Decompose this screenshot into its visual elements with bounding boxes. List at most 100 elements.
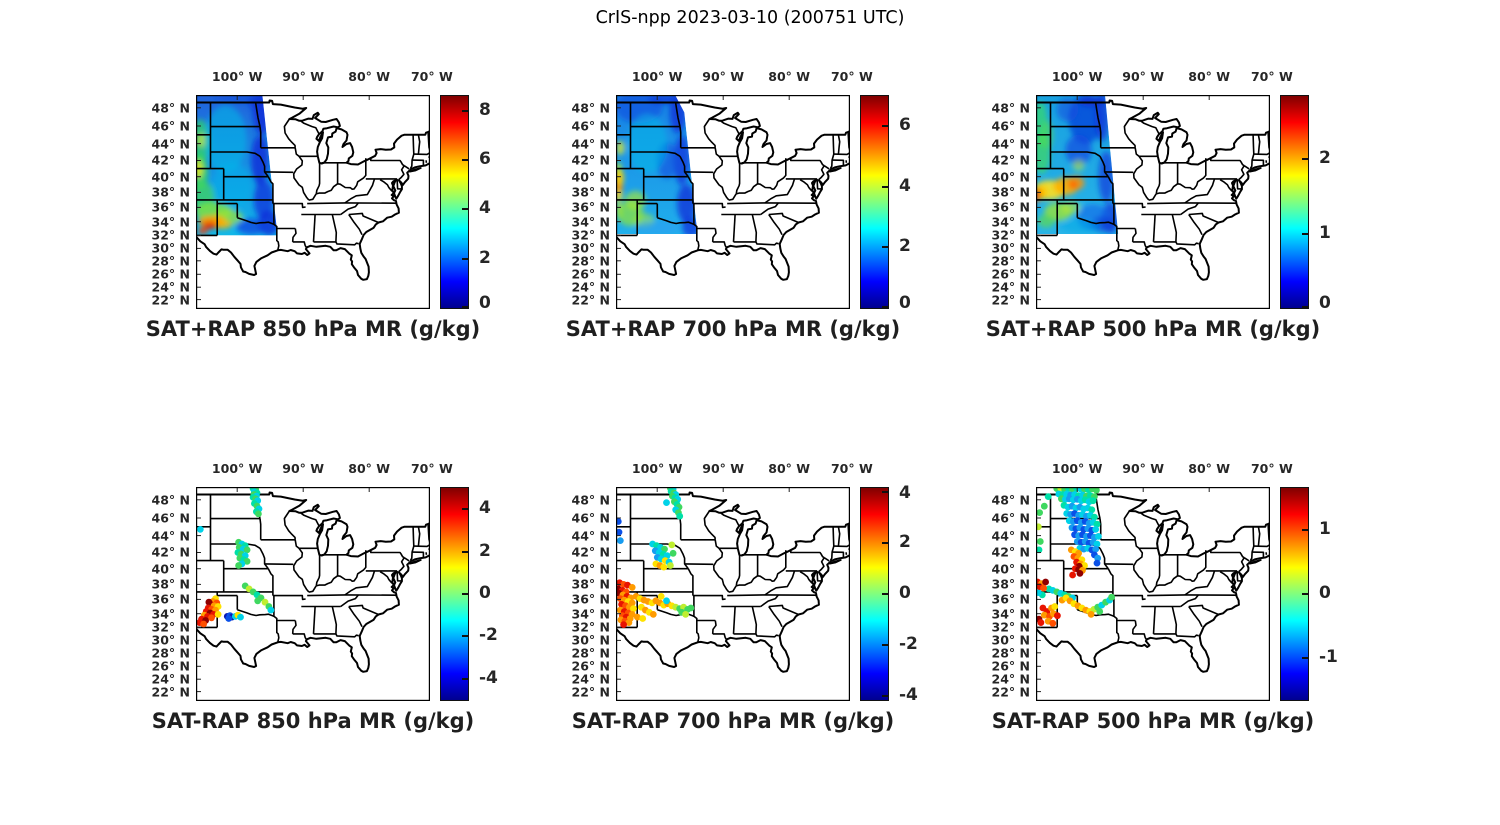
scatter-dot [1092,526,1100,533]
scatter-dot [1076,570,1084,577]
map-content [616,95,850,301]
state-border [1050,151,1101,157]
state-border [1113,595,1120,643]
scatter-dot [1093,540,1101,548]
state-border [790,158,825,167]
scatter-dot [225,615,233,622]
colorbar-tick-label: -2 [479,625,498,646]
state-border [1140,120,1160,135]
panel-sat-minus-rap-850: SAT-RAP 850 hPa MR (g/kg) 100° W 90° W 80°… [152,461,498,733]
state-border [751,214,758,242]
scatter-dot [1091,513,1098,521]
state-border [308,171,367,201]
state-border [259,518,262,540]
lat-tick-label: 22° N [571,292,610,308]
state-border [735,162,741,194]
lat-tick-label: 40° N [571,169,610,185]
lat-tick-label: 32° N [991,619,1030,635]
state-border [727,202,766,205]
lat-tick-label: 26° N [151,266,190,282]
scatter-dot [243,558,251,565]
state-border [1077,216,1115,225]
state-border [344,178,376,204]
state-border [833,544,850,548]
lon-tick-label: 80° W [1188,69,1231,84]
map-sat-plus-rap-700 [616,95,850,309]
state-border [755,241,779,246]
state-border [1131,228,1137,242]
state-border [818,557,825,573]
colorbar-tick [1302,593,1308,595]
lat-tick-label: 36° N [991,199,1030,215]
data-points [616,487,695,628]
state-border [832,551,845,558]
state-border [1107,568,1114,596]
state-border [1252,159,1265,166]
lon-tick-label: 100° W [211,461,263,476]
state-border [259,126,262,148]
state-border [816,178,822,190]
colorbar-tick-label: 8 [479,99,491,120]
lat-tick-label: 30° N [151,240,190,256]
long-island-outline [828,167,842,173]
lat-tick-label: 46° N [571,118,610,134]
state-border [1132,241,1147,248]
state-border [1188,606,1203,628]
scatter-dot [1088,506,1096,514]
state-border [210,543,261,549]
map-content [196,95,430,301]
colorbar-tick-label: -4 [899,685,918,705]
map-content [616,487,850,693]
colorbar-tick [462,208,468,211]
lat-tick-label: 26° N [151,658,190,674]
state-border [1131,620,1137,634]
state-border [1188,212,1219,224]
lat-tick-label: 24° N [571,671,610,687]
lat-tick-label: 24° N [991,671,1030,687]
state-border [1250,134,1255,170]
colorbar-tick [882,644,888,647]
state-border [1171,214,1178,242]
us-coastline [1036,491,1270,673]
colorbar-sat-minus-rap-500 [1280,487,1309,701]
colorbar-tick [1302,306,1308,308]
scatter-dot [1054,612,1061,620]
lat-tick-label: 26° N [571,266,610,282]
scatter-dot [1096,608,1104,615]
state-border [315,162,321,194]
scatter-dot [616,518,622,525]
state-border [291,228,297,242]
state-border [283,118,296,148]
lat-tick-label: 38° N [991,576,1030,592]
state-border [283,510,296,540]
colorbar-tick [462,159,468,162]
scatter-dot [214,611,222,618]
state-border [832,159,845,166]
scatter-dot [1040,502,1048,510]
state-border [823,557,830,562]
scatter-dot [1042,578,1049,586]
colorbar-tick [1302,528,1308,531]
state-border [732,214,736,242]
map-sat-minus-rap-850 [196,487,430,701]
state-border [259,155,269,178]
scatter-dot [682,611,689,618]
colorbar-tick [462,593,468,595]
lat-tick-label: 42° N [151,152,190,168]
lon-tick-label: 70° W [830,461,873,476]
lat-tick-label: 40° N [151,169,190,185]
panel-sat-minus-rap-500: SAT-RAP 500 hPa MR (g/kg) 100° W 90° W 80°… [992,461,1338,733]
lat-tick-label: 42° N [151,544,190,560]
state-border [693,203,700,251]
figure-title: CrIS-npp 2023-03-10 (200751 UTC) [595,8,905,28]
colorbar-tick-label: 0 [479,293,491,313]
state-border [1219,179,1235,194]
state-border [1107,176,1114,204]
scatter-dot [1044,493,1052,500]
map-frame [196,487,430,701]
state-border [315,554,321,586]
state-border [331,214,338,242]
state-border [267,568,274,596]
panel-title: SAT-RAP 500 hPa MR (g/kg) [991,709,1315,733]
colorbar-tick-label: 6 [899,115,911,136]
